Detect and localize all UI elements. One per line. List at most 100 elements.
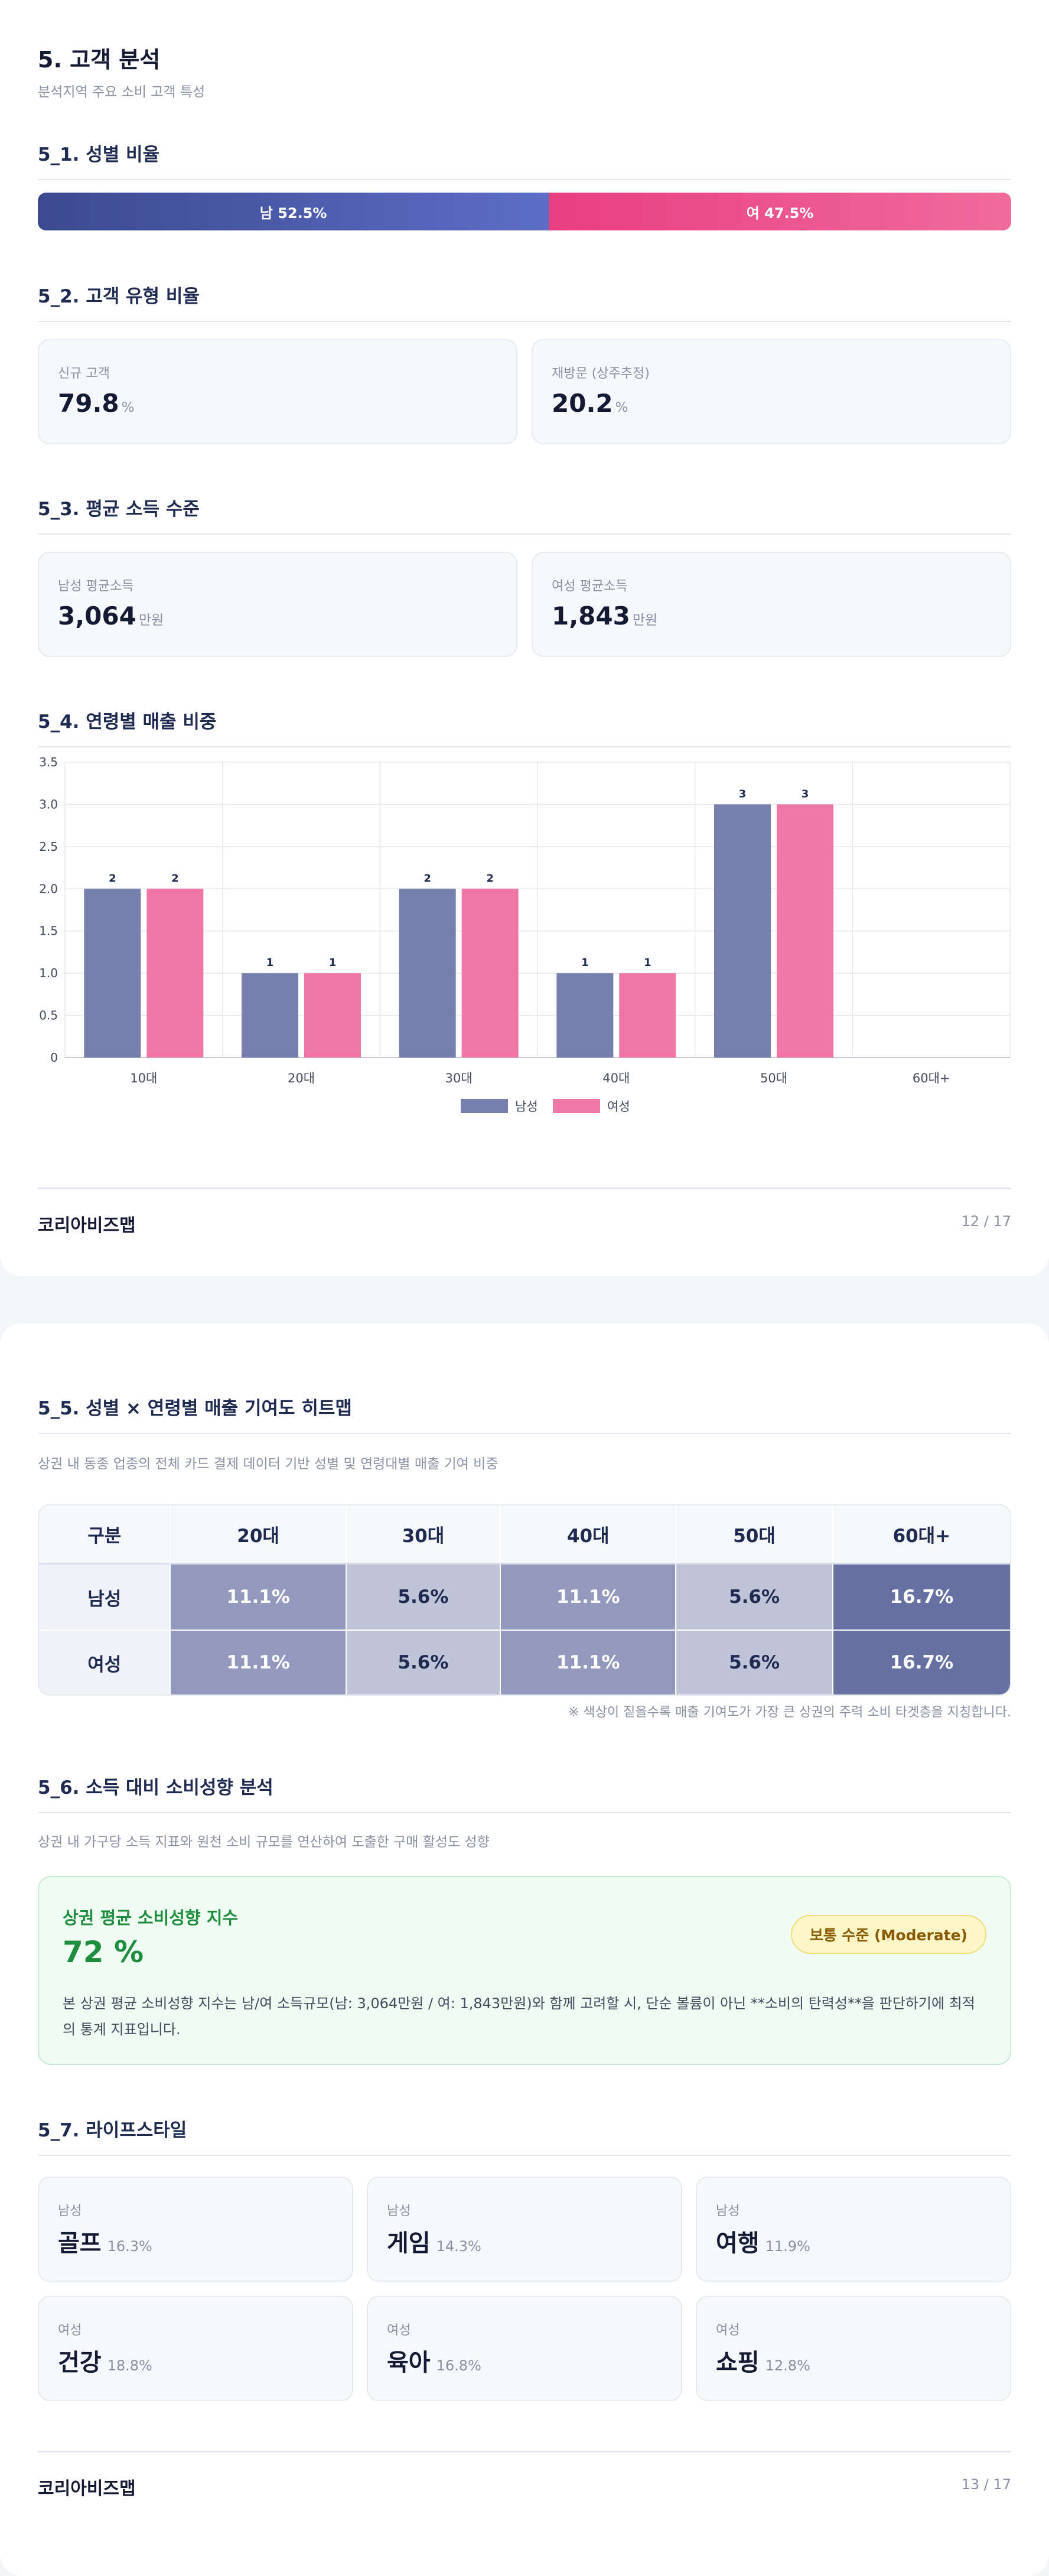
lifestyle-value: 쇼핑 12.8% [716,2349,810,2376]
heatmap-cell: 11.1% [171,1631,347,1694]
heatmap-row-female: 여성 11.1% 5.6% 11.1% 5.6% 16.7% [39,1629,1010,1694]
lifestyle-title: 5_7. 라이프스타일 [38,2115,1011,2156]
y-tick-label: 1.5 [39,924,58,938]
lifestyle-gender: 여성 [58,2323,82,2338]
heatmap-cell: 5.6% [346,1565,501,1629]
legend-label: 여성 [607,1100,630,1114]
bar-male [242,973,298,1058]
y-tick-label: 3.5 [39,756,58,769]
x-tick-label: 60대+ [913,1071,950,1085]
bar-female [146,889,204,1058]
y-tick-label: 1.0 [39,966,58,980]
y-tick-label: 2.0 [39,882,58,896]
propensity-card-description: 본 상권 평균 소비성향 지수는 남/여 소득규모(남: 3,064만원 / 여… [63,1995,975,2038]
lifestyle-card: 여성 육아 16.8% [367,2296,682,2401]
age-sales-chart: 0 0.5 1.0 1.5 2.0 2.5 3.0 3.5 2 2 10대 1 1 20대 2 2 30대 1 1 4… [39,756,1011,1114]
section-title: 5. 고객 분석 [38,47,161,73]
lifestyle-gender: 여성 [387,2323,411,2338]
legend-label: 남성 [515,1100,538,1114]
report-page-13: 5_5. 성별 × 연령별 매출 기여도 히트맵 상권 내 동종 업종의 전체 … [0,1323,1049,2576]
lifestyle-card: 남성 게임 14.3% [367,2177,682,2282]
new-customer-label: 신규 고객 [58,366,110,381]
returning-customer-value: 20.2% [552,389,628,418]
propensity-value: 72 % [63,1935,144,1969]
bar-data-label: 1 [644,957,651,969]
bar-female [777,804,833,1058]
bar-male [556,973,614,1058]
heatmap-title: 5_5. 성별 × 연령별 매출 기여도 히트맵 [38,1393,1011,1434]
bar-data-label: 2 [109,872,116,884]
heatmap-header-cell: 40대 [501,1505,677,1563]
propensity-card: 상권 평균 소비성향 지수 72 % 보통 수준 (Moderate) 본 상권… [38,1876,1011,2065]
lifestyle-card: 남성 골프 16.3% [38,2177,353,2282]
bar-male [399,889,456,1058]
propensity-card-title: 상권 평균 소비성향 지수 [63,1908,239,1928]
heatmap-cell: 5.6% [676,1565,833,1629]
male-income-label: 남성 평균소득 [58,579,134,594]
propensity-title: 5_6. 소득 대비 소비성향 분석 [38,1772,1011,1813]
heatmap-table: 구분 20대 30대 40대 50대 60대+ 남성 11.1% 5.6% 11… [38,1504,1011,1696]
page-number: 13 / 17 [961,2476,1011,2493]
female-income-label: 여성 평균소득 [552,579,628,594]
lifestyle-gender: 남성 [716,2204,740,2219]
y-tick-label: 0 [50,1050,58,1065]
bar-data-label: 2 [171,872,179,884]
legend-swatch [553,1099,600,1113]
bar-data-label: 1 [266,957,274,969]
female-income-card: 여성 평균소득 1,843 만원 [532,552,1011,657]
propensity-description: 상권 내 가구당 소득 지표와 원천 소비 규모를 연산하여 도출한 구매 활성… [38,1835,490,1850]
x-tick-label: 20대 [288,1071,315,1085]
bar-data-label: 2 [486,872,494,884]
lifestyle-gender: 남성 [387,2204,411,2219]
male-income-card: 남성 평균소득 3,064 만원 [38,552,517,657]
page-number: 12 / 17 [961,1213,1011,1230]
heatmap-cell: 16.7% [833,1631,1010,1694]
customer-type-title: 5_2. 고객 유형 비율 [38,281,1011,322]
gender-ratio-bar: 남 52.5% 여 47.5% [38,193,1011,230]
heatmap-header-cell: 구분 [39,1505,171,1563]
lifestyle-value: 여행 11.9% [716,2230,810,2257]
footer: 코리아비즈맵 13 / 17 [38,2451,1011,2499]
bar-data-label: 3 [802,788,809,800]
male-income-value: 3,064 만원 [58,601,164,630]
x-tick-label: 10대 [130,1071,157,1085]
heatmap-cell: 5.6% [676,1631,833,1694]
lifestyle-card: 남성 여행 11.9% [696,2177,1011,2282]
heatmap-header-cell: 60대+ [892,1526,951,1547]
lifestyle-gender: 남성 [58,2204,82,2219]
y-tick-label: 2.5 [39,840,58,854]
heatmap-row-label: 남성 [39,1565,171,1629]
x-tick-label: 50대 [760,1071,787,1085]
heatmap-cell: 11.1% [501,1631,677,1694]
lifestyle-card: 여성 건강 18.8% [38,2296,353,2401]
x-tick-label: 40대 [602,1071,630,1085]
lifestyle-gender: 여성 [716,2323,740,2338]
female-income-value: 1,843 만원 [552,601,658,630]
bar-data-label: 1 [329,957,337,969]
heatmap-cell: 16.7% [833,1565,1010,1629]
y-tick-label: 3.0 [39,797,58,811]
heatmap-row-label: 여성 [39,1631,171,1694]
heatmap-note: ※ 색상이 짙을수록 매출 기여도가 가장 큰 상권의 주력 소비 타겟층을 지… [568,1705,1011,1720]
propensity-level-badge: 보통 수준 (Moderate) [790,1915,986,1954]
footer-brand: 코리아비즈맵 [38,1215,136,1236]
report-page-12: 5. 고객 분석 분석지역 주요 소비 고객 특성 5_1. 성별 비율 남 5… [0,0,1049,1276]
lifestyle-value: 게임 14.3% [387,2230,481,2257]
x-tick-label: 30대 [445,1071,473,1085]
bar-female [461,889,519,1058]
footer: 코리아비즈맵 12 / 17 [38,1188,1011,1236]
heatmap-header-cell: 30대 [347,1505,501,1563]
age-sales-title: 5_4. 연령별 매출 비중 [38,707,1011,747]
bar-male [714,804,771,1058]
bar-data-label: 2 [423,872,431,884]
lifestyle-value: 건강 18.8% [58,2349,152,2376]
income-level-title: 5_3. 평균 소득 수준 [38,494,1011,535]
heatmap-cell: 11.1% [171,1565,347,1629]
bar-female [619,973,676,1058]
bar-data-label: 1 [581,957,589,969]
bar-data-label: 3 [739,788,747,800]
lifestyle-value: 육아 16.8% [387,2349,481,2376]
gender-bar-female: 여 47.5% [549,193,1011,230]
lifestyle-card: 여성 쇼핑 12.8% [696,2296,1011,2401]
heatmap-header-row: 구분 20대 30대 40대 50대 60대+ [39,1505,1010,1565]
